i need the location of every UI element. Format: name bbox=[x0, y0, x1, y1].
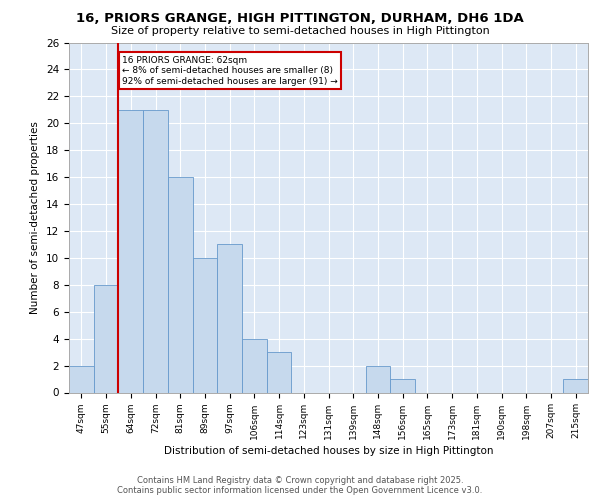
Bar bbox=[69, 366, 94, 392]
Bar bbox=[143, 110, 168, 393]
Text: 16, PRIORS GRANGE, HIGH PITTINGTON, DURHAM, DH6 1DA: 16, PRIORS GRANGE, HIGH PITTINGTON, DURH… bbox=[76, 12, 524, 26]
Bar bbox=[242, 338, 267, 392]
Bar bbox=[217, 244, 242, 392]
Bar bbox=[365, 366, 390, 392]
Y-axis label: Number of semi-detached properties: Number of semi-detached properties bbox=[31, 121, 40, 314]
Bar bbox=[94, 285, 118, 393]
Text: 16 PRIORS GRANGE: 62sqm
← 8% of semi-detached houses are smaller (8)
92% of semi: 16 PRIORS GRANGE: 62sqm ← 8% of semi-det… bbox=[122, 56, 338, 86]
Bar bbox=[193, 258, 217, 392]
Text: Size of property relative to semi-detached houses in High Pittington: Size of property relative to semi-detach… bbox=[110, 26, 490, 36]
Bar bbox=[118, 110, 143, 393]
Bar bbox=[563, 379, 588, 392]
Bar bbox=[267, 352, 292, 393]
Bar bbox=[390, 379, 415, 392]
X-axis label: Distribution of semi-detached houses by size in High Pittington: Distribution of semi-detached houses by … bbox=[164, 446, 493, 456]
Text: Contains HM Land Registry data © Crown copyright and database right 2025.
Contai: Contains HM Land Registry data © Crown c… bbox=[118, 476, 482, 495]
Bar bbox=[168, 177, 193, 392]
